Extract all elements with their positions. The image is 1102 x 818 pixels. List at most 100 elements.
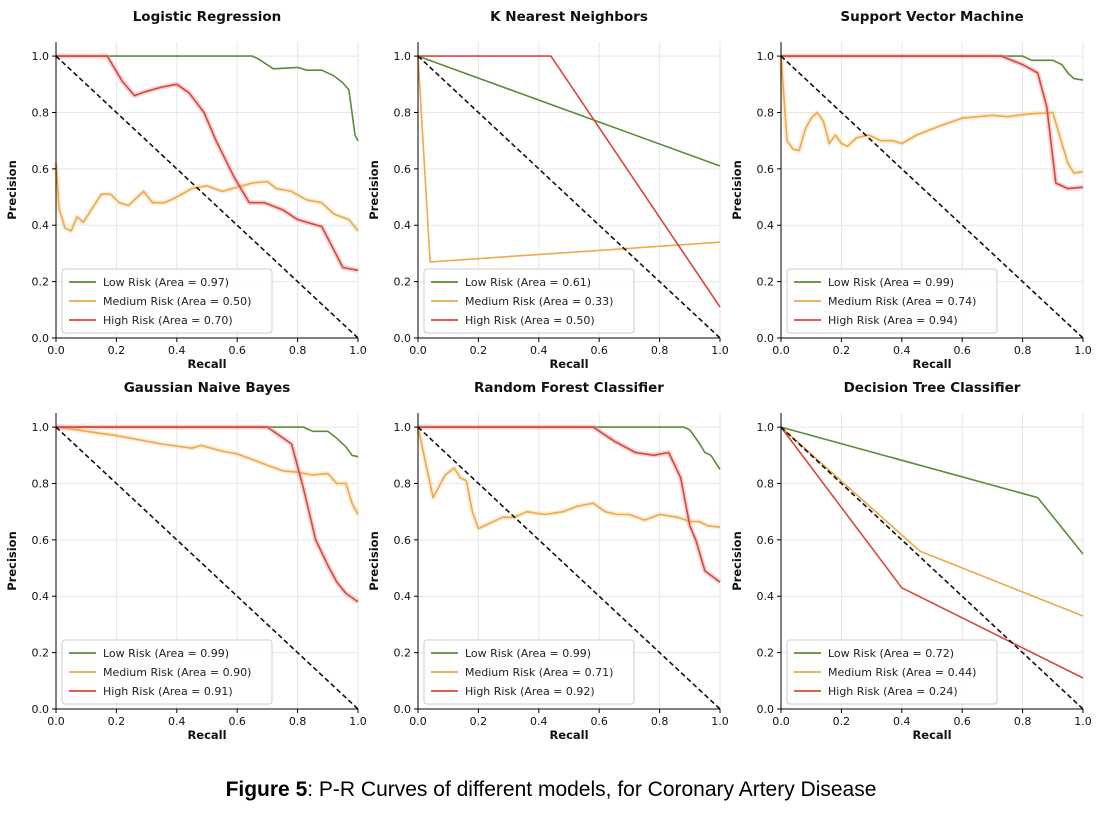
chart-logistic-regression-series-medium-band xyxy=(53,163,360,234)
chart-random-forest-classifier-series-medium-line xyxy=(417,426,721,530)
chart-gaussian-naive-bayes-series-medium-line xyxy=(55,426,359,515)
chart-support-vector-machine-chance-line xyxy=(780,55,1084,339)
chart-k-nearest-neighbors-ytick-label: 0.4 xyxy=(394,219,412,232)
chart-decision-tree-classifier-legend xyxy=(786,639,998,705)
chart-k-nearest-neighbors-series-low-line xyxy=(417,55,721,167)
figure-caption-text: : P-R Curves of different models, for Co… xyxy=(307,778,877,801)
chart-gaussian-naive-bayes-legend-label-low: Low Risk (Area = 0.99) xyxy=(103,647,229,660)
pr-curves-figure: Logistic Regression0.00.00.20.20.40.40.6… xyxy=(5,9,1092,742)
chart-logistic-regression-xtick-label: 0.6 xyxy=(228,344,246,357)
chart-decision-tree-classifier-legend-label-high: High Risk (Area = 0.24) xyxy=(828,685,958,698)
chart-support-vector-machine-ytick-label: 0.8 xyxy=(757,106,775,119)
chart-random-forest-classifier-xlabel: Recall xyxy=(549,728,588,742)
chart-random-forest-classifier-title: Random Forest Classifier xyxy=(474,380,664,396)
chart-k-nearest-neighbors-xtick-label: 0.8 xyxy=(651,344,669,357)
chart-decision-tree-classifier-series-high-line xyxy=(780,426,1084,679)
chart-logistic-regression-xtick-label: 1.0 xyxy=(349,344,367,357)
chart-support-vector-machine-title: Support Vector Machine xyxy=(840,9,1023,25)
chart-decision-tree-classifier-xtick-label: 1.0 xyxy=(1074,715,1092,728)
chart-support-vector-machine-ytick-label: 0.6 xyxy=(757,163,775,176)
chart-random-forest-classifier-ylabel: Precision xyxy=(367,531,381,591)
chart-k-nearest-neighbors-ytick-label: 0.2 xyxy=(394,276,412,289)
chart-support-vector-machine-series-high-line xyxy=(781,55,1084,190)
chart-logistic-regression-legend xyxy=(61,268,273,334)
chart-logistic-regression-xtick-label: 0.4 xyxy=(168,344,186,357)
chart-gaussian-naive-bayes-xtick-label: 0.2 xyxy=(108,715,126,728)
chart-decision-tree-classifier: Decision Tree Classifier 0.00.0 0.2 0.2 0.4 0… xyxy=(730,380,1092,742)
chart-decision-tree-classifier-ytick-label: 0.2 xyxy=(757,647,775,660)
chart-logistic-regression-xtick-label: 0.2 xyxy=(108,344,126,357)
chart-decision-tree-classifier-xlabel: Recall xyxy=(912,728,951,742)
chart-support-vector-machine-legend-label-low: Low Risk (Area = 0.99) xyxy=(828,276,954,289)
chart-support-vector-machine-ylabel: Precision xyxy=(730,160,744,220)
chart-decision-tree-classifier-ytick-label: 0.4 xyxy=(757,590,775,603)
chart-k-nearest-neighbors-chance-line xyxy=(417,55,721,339)
chart-k-nearest-neighbors-xtick-label: 1.0 xyxy=(711,344,729,357)
chart-random-forest-classifier-ytick-label: 0.2 xyxy=(394,647,412,660)
chart-gaussian-naive-bayes-ytick-label: 0.6 xyxy=(32,534,50,547)
chart-random-forest-classifier-ytick-label: 0.6 xyxy=(394,534,412,547)
chart-logistic-regression-series-high-band xyxy=(56,53,359,273)
chart-support-vector-machine-ytick-label: 0.2 xyxy=(757,276,775,289)
chart-decision-tree-classifier-ytick-label: 1.0 xyxy=(757,421,775,434)
chart-gaussian-naive-bayes-ytick-label: 0.8 xyxy=(32,477,50,490)
chart-random-forest-classifier-xtick-label: 0.6 xyxy=(590,715,608,728)
chart-random-forest-classifier-series-low-line xyxy=(418,426,721,470)
chart-logistic-regression-title: Logistic Regression xyxy=(133,9,282,25)
chart-random-forest-classifier-chance-line xyxy=(417,426,721,710)
chart-logistic-regression-legend-label-high: High Risk (Area = 0.70) xyxy=(103,314,233,327)
chart-gaussian-naive-bayes-ytick-label: 0.4 xyxy=(32,590,50,603)
chart-gaussian-naive-bayes-ylabel: Precision xyxy=(5,531,19,591)
chart-decision-tree-classifier-xtick-label: 0.4 xyxy=(893,715,911,728)
chart-random-forest-classifier-xtick-label: 1.0 xyxy=(711,715,729,728)
chart-decision-tree-classifier-legend-label-medium: Medium Risk (Area = 0.44) xyxy=(828,666,976,679)
chart-gaussian-naive-bayes-xlabel: Recall xyxy=(187,728,226,742)
chart-gaussian-naive-bayes-ytick-label: 0.2 xyxy=(32,647,50,660)
chart-decision-tree-classifier-xtick-label: 0.2 xyxy=(833,715,851,728)
chart-k-nearest-neighbors-xlabel: Recall xyxy=(549,357,588,371)
chart-random-forest-classifier-ytick-label: 0.8 xyxy=(394,477,412,490)
chart-logistic-regression: Logistic Regression 0.00.0 0.2 0.2 0.4 0.4 0.6… xyxy=(5,9,367,371)
chart-k-nearest-neighbors-legend-label-low: Low Risk (Area = 0.61) xyxy=(465,276,591,289)
chart-k-nearest-neighbors-ytick-label: 1.0 xyxy=(394,50,412,63)
chart-random-forest-classifier-series-medium-band xyxy=(415,426,721,532)
figure-caption-label: Figure 5 xyxy=(225,778,308,801)
chart-logistic-regression-legend-label-low: Low Risk (Area = 0.97) xyxy=(103,276,229,289)
chart-k-nearest-neighbors-series-medium-line xyxy=(417,56,721,263)
chart-gaussian-naive-bayes-series-high-band xyxy=(56,424,360,604)
chart-k-nearest-neighbors-xtick-label: 0.6 xyxy=(590,344,608,357)
chart-decision-tree-classifier-ytick-label: 0.0 xyxy=(757,703,775,716)
chart-logistic-regression-ytick-label: 0.4 xyxy=(32,219,50,232)
chart-decision-tree-classifier-series-medium-line xyxy=(780,426,1084,617)
chart-gaussian-naive-bayes: Gaussian Naive Bayes 0.00.0 0.2 0.2 0.4 0.4 0.… xyxy=(5,380,367,742)
chart-logistic-regression-ytick-label: 0.6 xyxy=(32,163,50,176)
chart-k-nearest-neighbors-xtick-label: 0.4 xyxy=(530,344,548,357)
chart-random-forest-classifier: Random Forest Classifier 0.00.0 0.2 0.2 0.4 0… xyxy=(367,380,729,742)
chart-gaussian-naive-bayes-ytick-label: 0.0 xyxy=(32,703,50,716)
chart-logistic-regression-series-medium-line xyxy=(55,163,359,232)
chart-k-nearest-neighbors: K Nearest Neighbors 0.00.0 0.2 0.2 0.4 0.4 0.6… xyxy=(367,9,729,371)
chart-random-forest-classifier-xtick-label: 0.4 xyxy=(530,715,548,728)
chart-gaussian-naive-bayes-series-low-line xyxy=(56,426,359,458)
chart-support-vector-machine: Support Vector Machine 0.00.0 0.2 0.2 0.4 0.4… xyxy=(730,9,1092,371)
figure-caption: Figure 5: P-R Curves of different models… xyxy=(0,778,1102,802)
chart-random-forest-classifier-ytick-label: 0.4 xyxy=(394,590,412,603)
chart-support-vector-machine-ytick-label: 0.0 xyxy=(757,332,775,345)
chart-random-forest-classifier-series-high-line xyxy=(418,426,721,583)
chart-decision-tree-classifier-title: Decision Tree Classifier xyxy=(844,380,1021,396)
chart-random-forest-classifier-xtick-label: 0.8 xyxy=(651,715,669,728)
chart-logistic-regression-ylabel: Precision xyxy=(5,160,19,220)
chart-gaussian-naive-bayes-legend-label-high: High Risk (Area = 0.91) xyxy=(103,685,233,698)
chart-support-vector-machine-ytick-label: 1.0 xyxy=(757,50,775,63)
chart-k-nearest-neighbors-series-high-line xyxy=(418,55,721,308)
chart-support-vector-machine-xtick-label: 0.6 xyxy=(953,344,971,357)
chart-random-forest-classifier-xtick-label: 0.0 xyxy=(409,715,427,728)
chart-support-vector-machine-xtick-label: 0.2 xyxy=(833,344,851,357)
chart-support-vector-machine-ytick-label: 0.4 xyxy=(757,219,775,232)
chart-k-nearest-neighbors-ytick-label: 0.6 xyxy=(394,163,412,176)
chart-decision-tree-classifier-xtick-label: 0.6 xyxy=(953,715,971,728)
chart-logistic-regression-chance-line xyxy=(55,55,359,339)
chart-gaussian-naive-bayes-xtick-label: 0.0 xyxy=(47,715,65,728)
chart-k-nearest-neighbors-ytick-label: 0.0 xyxy=(394,332,412,345)
chart-support-vector-machine-series-medium-line xyxy=(780,56,1084,174)
